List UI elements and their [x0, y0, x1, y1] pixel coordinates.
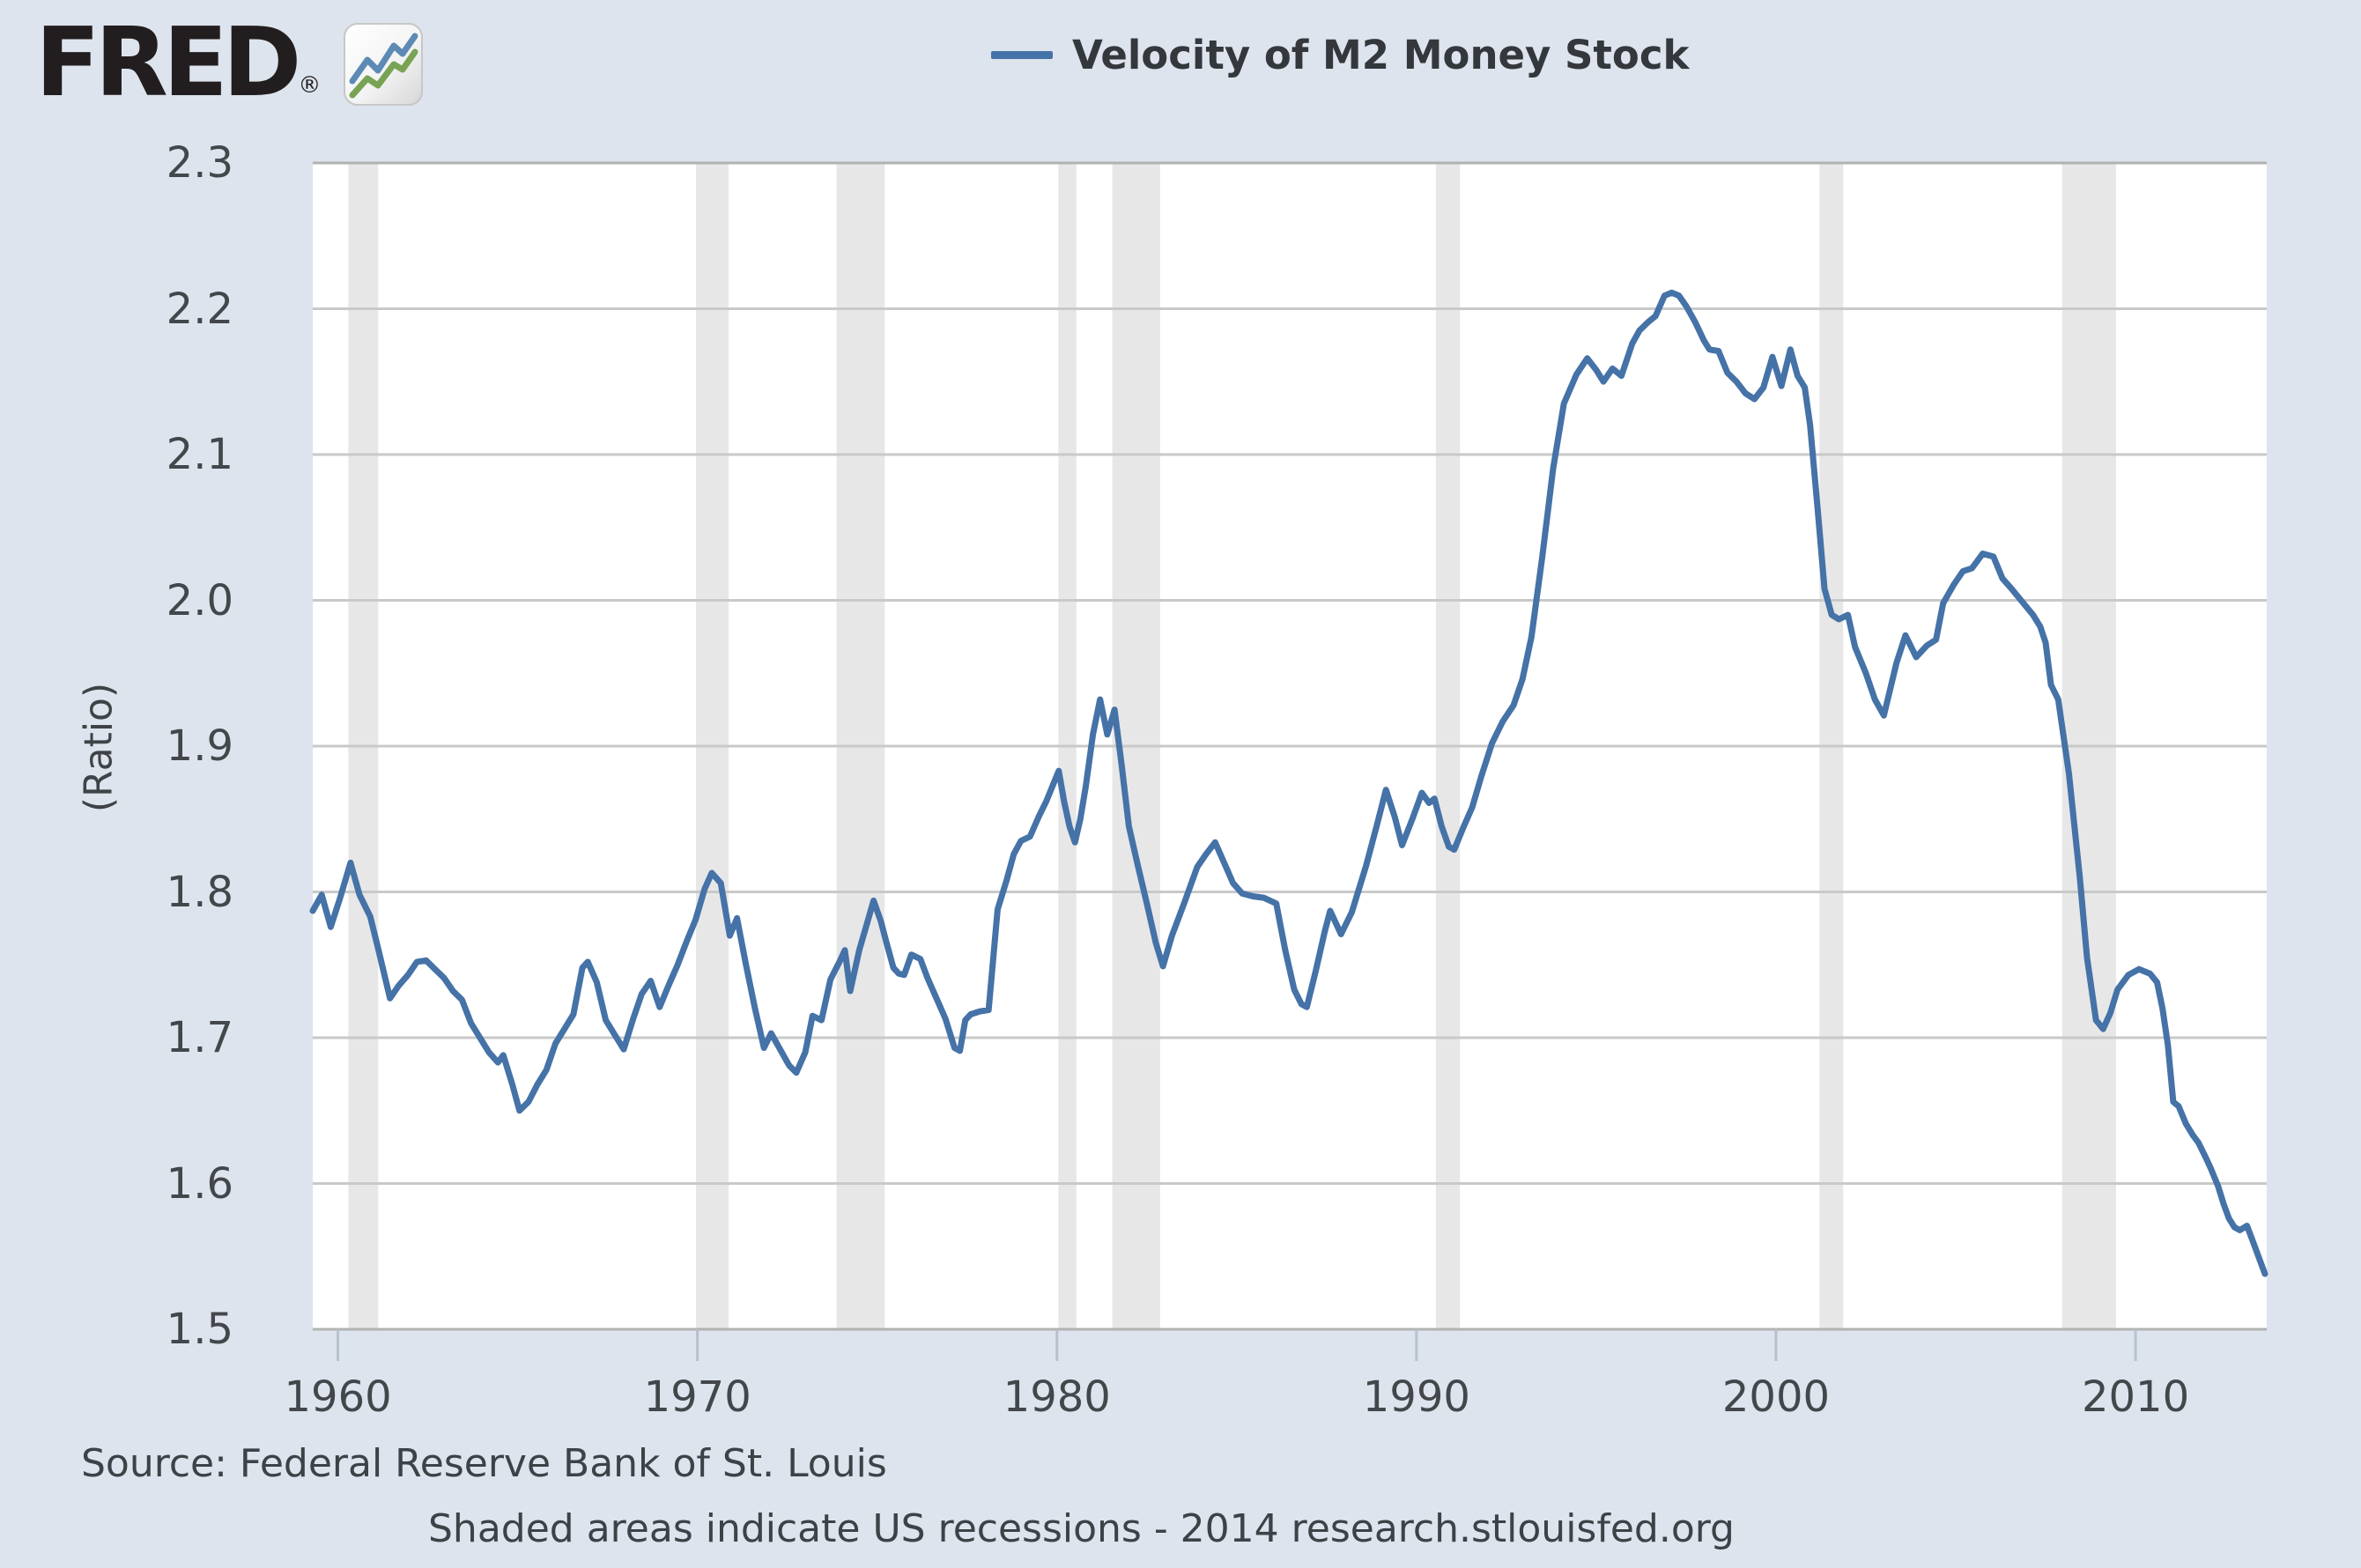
- x-tick-label: 1970: [643, 1372, 751, 1422]
- x-tick-label: 1960: [284, 1372, 392, 1422]
- y-tick-label: 2.0: [166, 575, 233, 625]
- fred-logo: FRED ®: [35, 8, 424, 118]
- x-tick-label: 2000: [1721, 1372, 1831, 1422]
- fred-logo-text: FRED: [35, 8, 301, 118]
- source-note: Source: Federal Reserve Bank of St. Loui…: [81, 1441, 887, 1486]
- legend-label: Velocity of M2 Money Stock: [1072, 32, 1690, 78]
- y-tick-label: 2.2: [166, 284, 233, 334]
- fred-sparkline-icon: [344, 23, 424, 106]
- y-tick-label: 1.9: [166, 721, 233, 771]
- recession-note: Shaded areas indicate US recessions - 20…: [428, 1506, 1735, 1551]
- y-tick-label: 1.6: [166, 1158, 233, 1209]
- y-tick-label: 1.8: [166, 867, 233, 917]
- x-tick-label: 1990: [1362, 1372, 1470, 1422]
- legend-line-swatch: [991, 51, 1053, 59]
- y-tick-label: 1.7: [166, 1013, 233, 1062]
- registered-trademark-icon: ®: [298, 72, 322, 99]
- legend: Velocity of M2 Money Stock: [991, 32, 1689, 78]
- m2-velocity-line: [309, 289, 2268, 1277]
- x-tick-label: 1980: [1003, 1372, 1111, 1422]
- x-tick-label: 2010: [2081, 1372, 2190, 1422]
- y-tick-label: 1.5: [166, 1305, 233, 1354]
- y-tick-label: 2.1: [166, 430, 233, 479]
- y-tick-label: 2.3: [166, 138, 233, 188]
